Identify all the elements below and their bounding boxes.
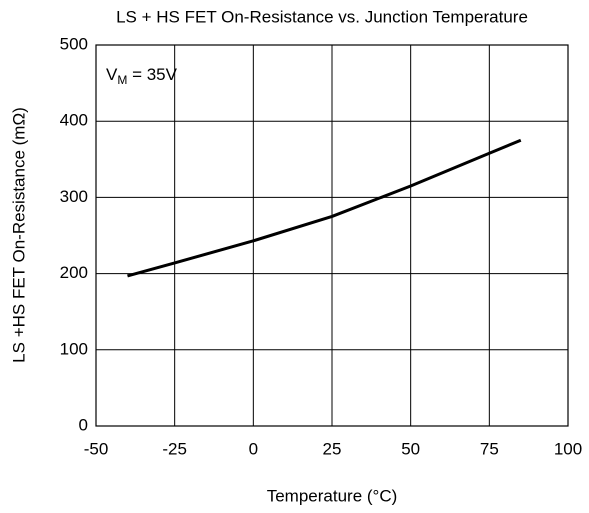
y-tick-label: 100 (60, 339, 88, 358)
data-line (127, 138, 522, 278)
x-tick-label: 25 (323, 439, 342, 458)
x-axis-label: Temperature (°C) (267, 486, 398, 505)
x-tick-label: 50 (401, 439, 420, 458)
annotation: VM = 35V (106, 65, 178, 87)
x-tick-label: -50 (84, 439, 109, 458)
annotation-subscript: M (117, 73, 127, 87)
annotation-suffix: = 35V (127, 65, 177, 84)
x-tick-label: 0 (249, 439, 258, 458)
y-tick-label: 300 (60, 187, 88, 206)
y-tick-label: 400 (60, 111, 88, 130)
y-tick-label: 200 (60, 263, 88, 282)
x-tick-label: 100 (554, 439, 582, 458)
y-tick-label: 500 (60, 34, 88, 53)
x-tick-label: -25 (162, 439, 187, 458)
chart-title: LS + HS FET On-Resistance vs. Junction T… (116, 7, 528, 26)
x-tick-label: 75 (480, 439, 499, 458)
y-axis-label: LS +HS FET On-Resistance (mΩ) (9, 107, 28, 363)
y-tick-label: 0 (79, 415, 88, 434)
annotation-text: V (106, 65, 118, 84)
